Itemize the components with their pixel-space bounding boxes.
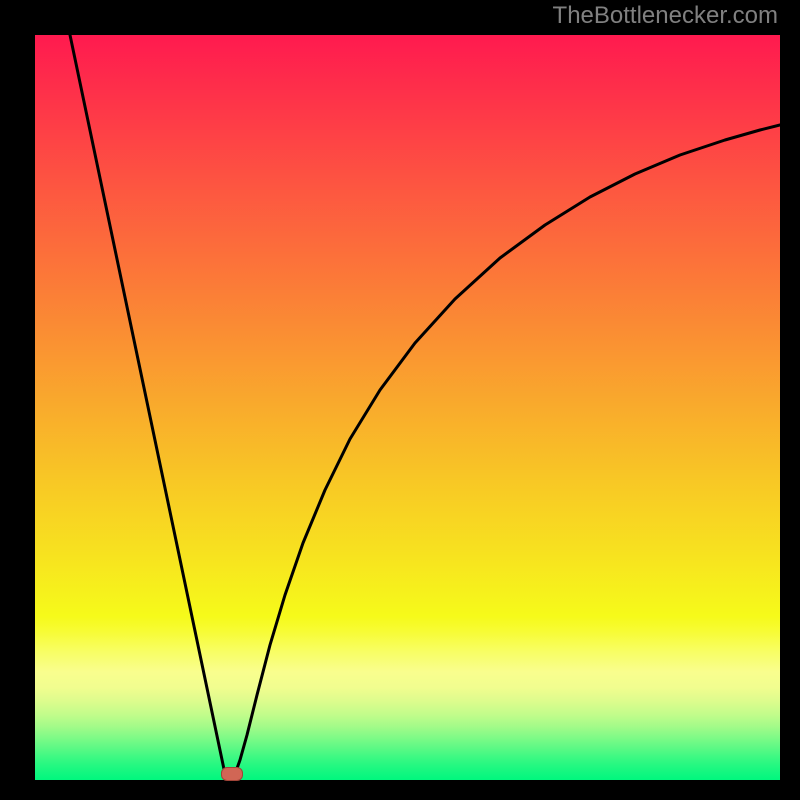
bottleneck-curve (35, 35, 780, 780)
chart-border-right (780, 0, 800, 800)
watermark-text: TheBottlenecker.com (553, 2, 778, 30)
plot-area (35, 35, 780, 780)
chart-border-bottom (0, 780, 800, 800)
chart-container: { "chart": { "type": "line", "canvas": {… (0, 0, 800, 800)
chart-border-left (0, 0, 35, 800)
optimal-point-marker (221, 767, 243, 781)
